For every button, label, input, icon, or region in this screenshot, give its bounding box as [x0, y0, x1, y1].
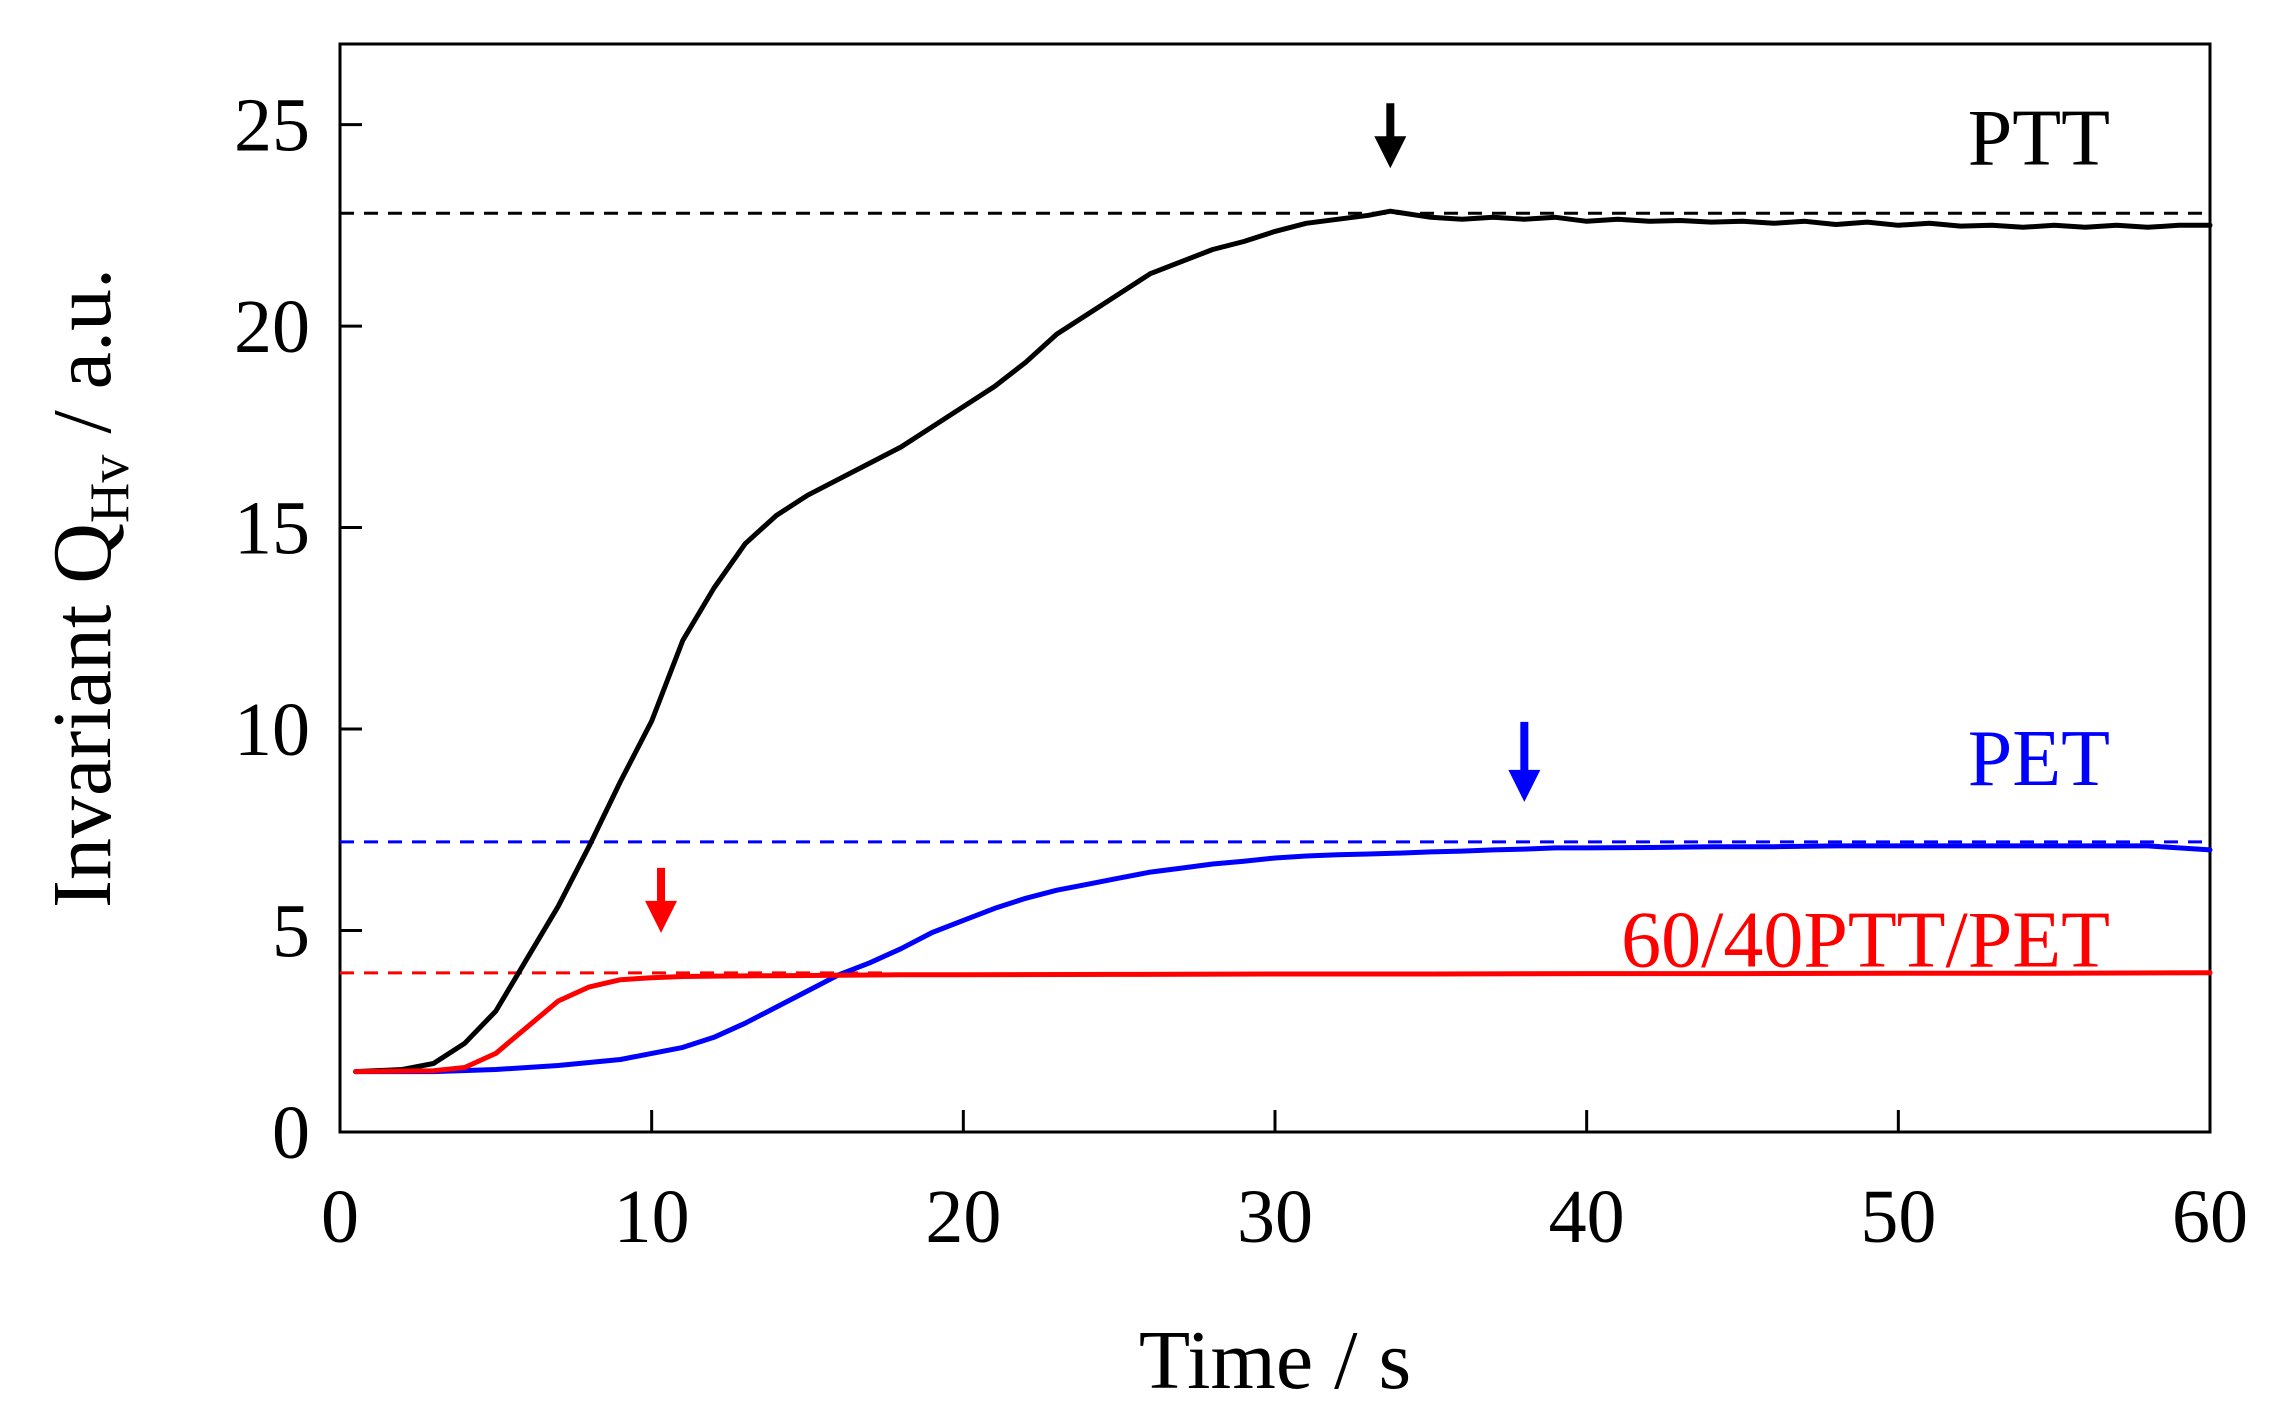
y-tick-label: 0 — [272, 1091, 310, 1175]
series-lines — [353, 208, 2213, 1075]
y-tick-label: 15 — [234, 487, 310, 571]
arrow-head — [1374, 136, 1407, 169]
arrow-markers — [645, 103, 1541, 933]
arrow-head — [645, 900, 678, 933]
x-tick-label: 20 — [925, 1175, 1001, 1259]
series-label-60-40ptt-pet: 60/40PTT/PET — [1621, 897, 2110, 985]
y-tick-label: 20 — [234, 285, 310, 369]
series-labels: PTT PET 60/40PTT/PET — [1621, 95, 2110, 985]
x-tick-label: 0 — [321, 1175, 359, 1259]
y-tick-label: 10 — [234, 688, 310, 772]
y-axis-title-prefix: Invariant Q — [36, 523, 129, 908]
x-tick-label: 30 — [1237, 1175, 1313, 1259]
y-axis-ticks: 0 5 10 15 20 25 — [234, 84, 362, 1175]
x-axis-title: Time / s — [1139, 1314, 1411, 1407]
series-label-pet: PET — [1968, 715, 2110, 803]
y-axis-title-suffix: / a.u. — [36, 268, 129, 455]
series-label-ptt: PTT — [1968, 95, 2110, 183]
series-line-ptt — [353, 208, 2213, 1075]
x-tick-label: 40 — [1549, 1175, 1625, 1259]
series-line-pet — [353, 843, 2213, 1075]
x-tick-label: 60 — [2172, 1175, 2248, 1259]
series-line-60-40ptt-pet — [353, 970, 2213, 1075]
y-tick-label: 5 — [272, 890, 310, 974]
y-axis-title-subscript: Hv — [79, 455, 141, 523]
x-tick-label: 50 — [1860, 1175, 1936, 1259]
y-tick-label: 25 — [234, 84, 310, 168]
y-axis-title: Invariant QHv / a.u. — [36, 268, 141, 908]
arrow-head — [1508, 769, 1541, 802]
x-tick-label: 10 — [614, 1175, 690, 1259]
x-axis-ticks: 0 10 20 30 40 50 60 — [321, 1110, 2248, 1259]
plateau-lines — [340, 211, 2210, 975]
